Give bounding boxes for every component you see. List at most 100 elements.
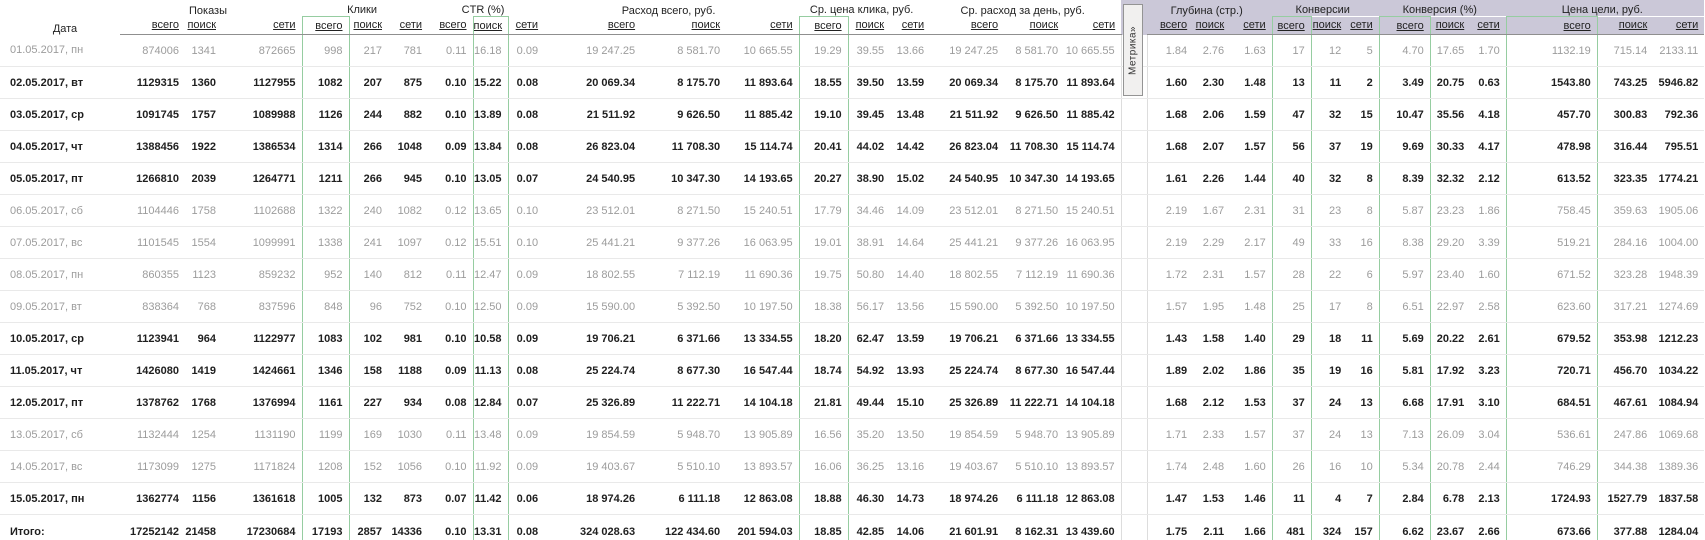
row-date: 08.05.2017, пн	[0, 258, 120, 291]
cell: 32.32	[1430, 162, 1471, 195]
sort-link-seti[interactable]: сети	[1347, 16, 1380, 35]
cell: 17.65	[1430, 34, 1471, 67]
cell: 13.93	[890, 354, 931, 387]
row-date: 07.05.2017, вс	[0, 226, 120, 259]
cell: 2.33	[1193, 418, 1231, 451]
row-date: 02.05.2017, вт	[0, 66, 120, 99]
cell: 23 512.01	[544, 194, 642, 227]
cell: 21 511.92	[930, 98, 1005, 131]
cell: 14 104.18	[1064, 386, 1122, 419]
metrika-column-spacer	[1120, 418, 1148, 451]
sort-link-vsego[interactable]: всего	[1147, 16, 1194, 35]
cell: 13.50	[890, 418, 931, 451]
sort-link-poisk[interactable]: поиск	[185, 16, 222, 35]
cell: 1129315	[120, 66, 185, 99]
cell: 0.11	[428, 258, 474, 291]
cell: 323.28	[1597, 258, 1654, 291]
sort-link-vsego[interactable]: всего	[544, 16, 642, 35]
sort-link-seti[interactable]: сети	[222, 16, 303, 35]
cell: 1199	[301, 418, 350, 451]
cell: 781	[388, 34, 429, 67]
cell: 217	[349, 34, 389, 67]
cell: 12 863.08	[1064, 482, 1122, 515]
sort-link-seti[interactable]: сети	[1653, 16, 1705, 35]
column-group-header: Глубина (стр.)	[1147, 0, 1273, 17]
cell: 1346	[301, 354, 350, 387]
cell: 19 854.59	[930, 418, 1005, 451]
cell: 998	[301, 34, 350, 67]
cell: 15 590.00	[930, 290, 1005, 323]
cell: 34.46	[848, 194, 891, 227]
sort-link-poisk[interactable]: поиск	[1430, 16, 1471, 35]
cell: 14.09	[890, 194, 931, 227]
row-date: 10.05.2017, ср	[0, 322, 120, 355]
cell: 13 334.55	[726, 322, 800, 355]
sort-link-seti[interactable]: сети	[890, 16, 931, 35]
cell: 1.57	[1230, 258, 1273, 291]
cell: 0.11	[428, 418, 474, 451]
column-group-header: Показы	[188, 4, 228, 17]
sort-link-vsego[interactable]: всего	[1378, 16, 1431, 35]
table-row: 14.05.2017, вс 1173099 1275 1171824 1208 152 1…	[0, 450, 1705, 483]
sort-link-poisk[interactable]: поиск	[472, 16, 509, 35]
sort-link-vsego[interactable]: всего	[1505, 16, 1598, 35]
cell: 13.48	[472, 418, 509, 451]
sort-link-seti[interactable]: сети	[1230, 16, 1273, 35]
cell: 2.48	[1193, 450, 1231, 483]
metrika-tab[interactable]: Метрика»	[1123, 4, 1143, 96]
cell: 16 063.95	[1064, 226, 1122, 259]
cell: 1.75	[1147, 514, 1194, 540]
sort-link-seti[interactable]: сети	[726, 16, 800, 35]
sort-link-poisk[interactable]: поиск	[349, 16, 389, 35]
cell: 1101545	[120, 226, 185, 259]
sort-link-vsego[interactable]: всего	[301, 16, 350, 35]
cell: 21458	[185, 514, 222, 540]
cell: 8.38	[1378, 226, 1431, 259]
sort-link-poisk[interactable]: поиск	[1311, 16, 1348, 35]
cell: 17	[1271, 34, 1312, 67]
cell: 7	[1347, 482, 1380, 515]
cell: 1.68	[1147, 386, 1194, 419]
sort-link-vsego[interactable]: всего	[798, 16, 849, 35]
sort-link-vsego[interactable]: всего	[1271, 16, 1312, 35]
cell: 15 114.74	[1064, 130, 1122, 163]
cell: 5946.82	[1653, 66, 1705, 99]
sort-link-poisk[interactable]: поиск	[848, 16, 891, 35]
sort-link-seti[interactable]: сети	[1064, 16, 1122, 35]
sort-link-poisk[interactable]: поиск	[1597, 16, 1654, 35]
cell: 11	[1271, 482, 1312, 515]
column-group-header: Расход всего, руб.	[621, 4, 716, 17]
metrika-column-spacer	[1120, 514, 1148, 540]
sort-link-vsego[interactable]: всего	[120, 16, 185, 35]
sort-link-seti[interactable]: сети	[1470, 16, 1507, 35]
cell: 25 441.21	[544, 226, 642, 259]
cell: 467.61	[1597, 386, 1654, 419]
sort-link-vsego[interactable]: всего	[930, 16, 1005, 35]
cell: 5 510.10	[1004, 450, 1065, 483]
sort-link-seti[interactable]: сети	[508, 16, 545, 35]
cell: 11 222.71	[1004, 386, 1065, 419]
cell: 25 441.21	[930, 226, 1005, 259]
cell: 17.92	[1430, 354, 1471, 387]
cell: 14.40	[890, 258, 931, 291]
cell: 13.05	[472, 162, 509, 195]
sort-link-poisk[interactable]: поиск	[641, 16, 727, 35]
sort-link-poisk[interactable]: поиск	[1004, 16, 1065, 35]
cell: 201 594.03	[726, 514, 800, 540]
cell: 8 271.50	[1004, 194, 1065, 227]
cell: 519.21	[1505, 226, 1598, 259]
cell: 39.50	[848, 66, 891, 99]
cell: 0.10	[428, 514, 474, 540]
cell: 18.20	[798, 322, 849, 355]
cell: 964	[185, 322, 222, 355]
cell: 3.49	[1378, 66, 1431, 99]
cell: 13.59	[890, 66, 931, 99]
cell: 1123	[185, 258, 222, 291]
sort-link-poisk[interactable]: поиск	[1193, 16, 1231, 35]
cell: 50.80	[848, 258, 891, 291]
sort-link-vsego[interactable]: всего	[428, 16, 474, 35]
cell: 0.08	[508, 130, 545, 163]
cell: 1.68	[1147, 98, 1194, 131]
sort-link-seti[interactable]: сети	[388, 16, 429, 35]
cell: 13.66	[890, 34, 931, 67]
